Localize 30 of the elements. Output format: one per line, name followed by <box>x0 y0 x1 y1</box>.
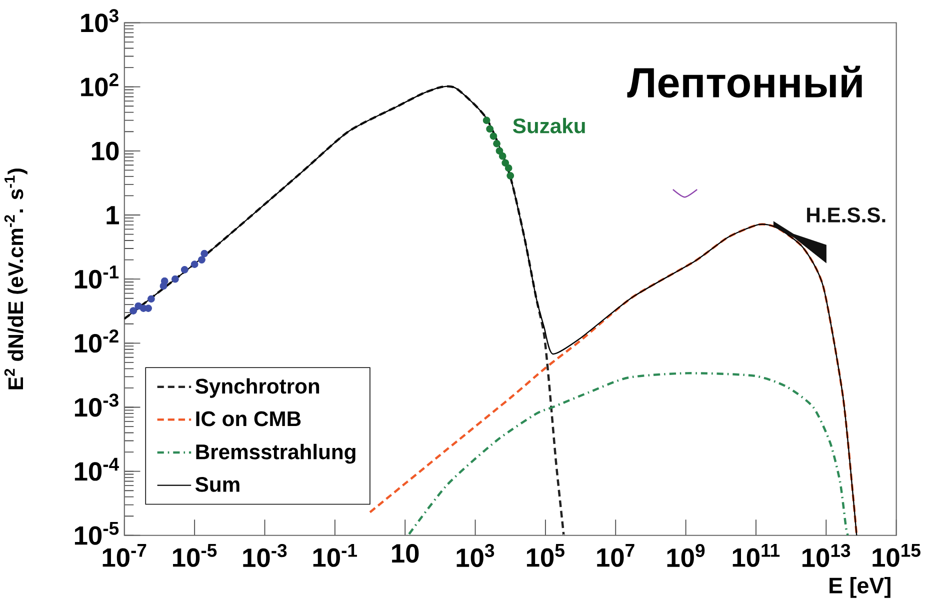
y-tick-label: 1 <box>106 206 120 224</box>
legend-label: H.E.S.S. <box>807 207 886 222</box>
x-tick-label: 10$^{11}$ <box>732 544 780 567</box>
legend-label: Synchrotron <box>195 378 320 398</box>
legend-label: IC on CMB <box>196 411 301 426</box>
x-tick-label: 10$^{3}$ <box>456 544 494 567</box>
y-tick-label: 10$^{-5}$ <box>74 522 119 545</box>
x-tick-label: 10$^{-5}$ <box>173 544 217 567</box>
series-label: Suzaku <box>512 118 585 134</box>
y-tick-label: 10 <box>92 142 119 160</box>
x-tick-label: 10$^{15}$ <box>872 544 920 567</box>
x-tick-label: 10$^{-3}$ <box>243 544 287 567</box>
y-tick-label: 10$^{-4}$ <box>74 458 119 481</box>
x-tick-label: 10$^{7}$ <box>597 544 634 567</box>
y-tick-label: 10$^{3}$ <box>81 9 118 32</box>
y-tick-label: 10$^{-1}$ <box>74 266 119 288</box>
x-tick-label: 10$^{-1}$ <box>313 544 357 567</box>
x-tick-label: 10 <box>392 544 419 563</box>
y-axis-title: E$^{2}$ dN/dE (eV.cm$^{-2}$. s$^{-1}$) <box>4 168 28 390</box>
text: Лептонный <box>627 66 862 98</box>
x-axis-title: E [eV] <box>830 576 890 598</box>
y-tick-label: 10$^{-3}$ <box>74 393 118 417</box>
legend-label: Bremsstrahlung <box>196 444 356 464</box>
legend-label: Sum <box>195 476 240 492</box>
y-tick-label: 10$^{-2}$ <box>74 329 118 352</box>
y-tick-label: 10$^{2}$ <box>81 73 118 96</box>
x-tick-label: 10$^{-7}$ <box>102 544 146 567</box>
x-tick-label: 10$^{5}$ <box>526 544 564 567</box>
x-tick-label: 10$^{13}$ <box>802 544 850 567</box>
x-tick-label: 10$^{9}$ <box>667 544 705 567</box>
